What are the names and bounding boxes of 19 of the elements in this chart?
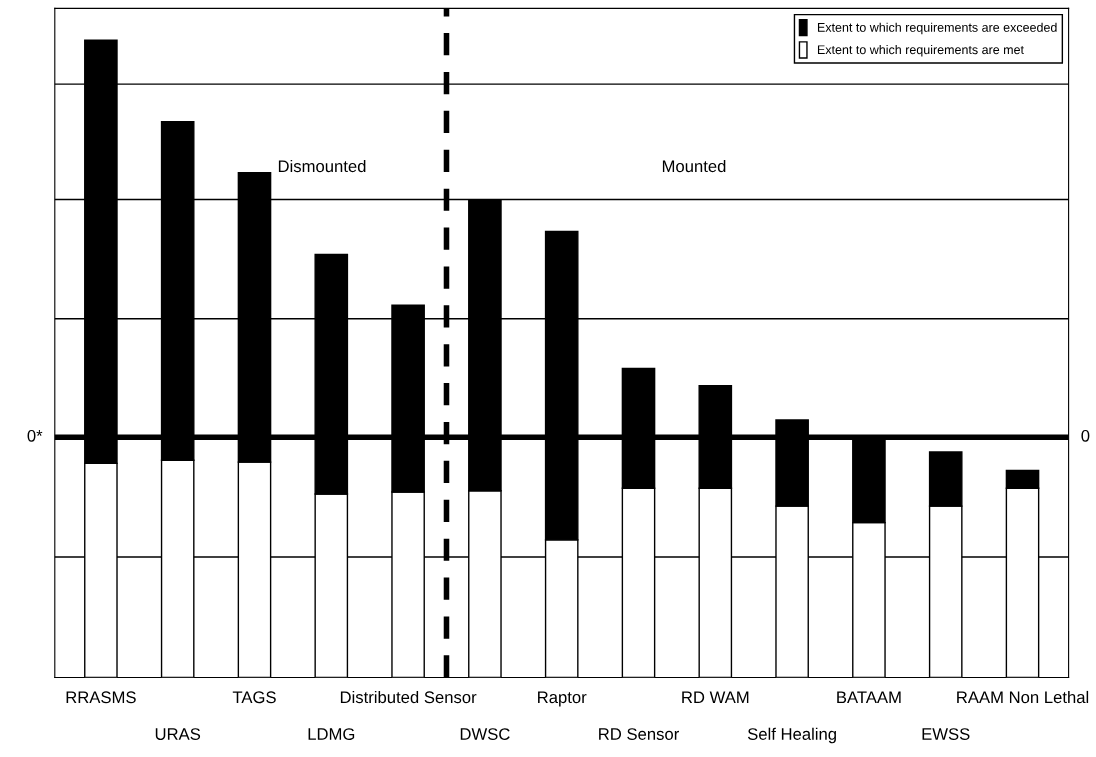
legend-label: Extent to which requirements are met	[817, 44, 1024, 57]
annotation: Dismounted	[278, 159, 366, 173]
x-tick-label: DWSC	[460, 728, 510, 740]
x-tick-label: URAS	[155, 728, 201, 740]
x-tick-label: EWSS	[922, 728, 970, 740]
ref-line-label: 0*	[27, 429, 43, 442]
x-tick-label: Self Healing	[747, 727, 836, 744]
x-tick-label: Raptor	[538, 691, 587, 707]
legend-label: Extent to which requirements are exceeded	[817, 22, 1057, 35]
x-tick-label: RD WAM	[682, 691, 749, 703]
x-tick-label: LDMG	[308, 728, 355, 740]
x-tick-label: RD Sensor	[599, 728, 679, 740]
x-tick-label: TAGS	[232, 691, 276, 704]
x-tick-label: RRASMS	[66, 691, 136, 704]
x-tick-label: BATAAM	[837, 691, 901, 703]
text: 0	[1081, 429, 1090, 442]
annotation: Mounted	[662, 159, 726, 173]
x-tick-label: Distributed Sensor	[340, 690, 477, 704]
x-tick-label: RAAM Non Lethal	[957, 690, 1089, 704]
